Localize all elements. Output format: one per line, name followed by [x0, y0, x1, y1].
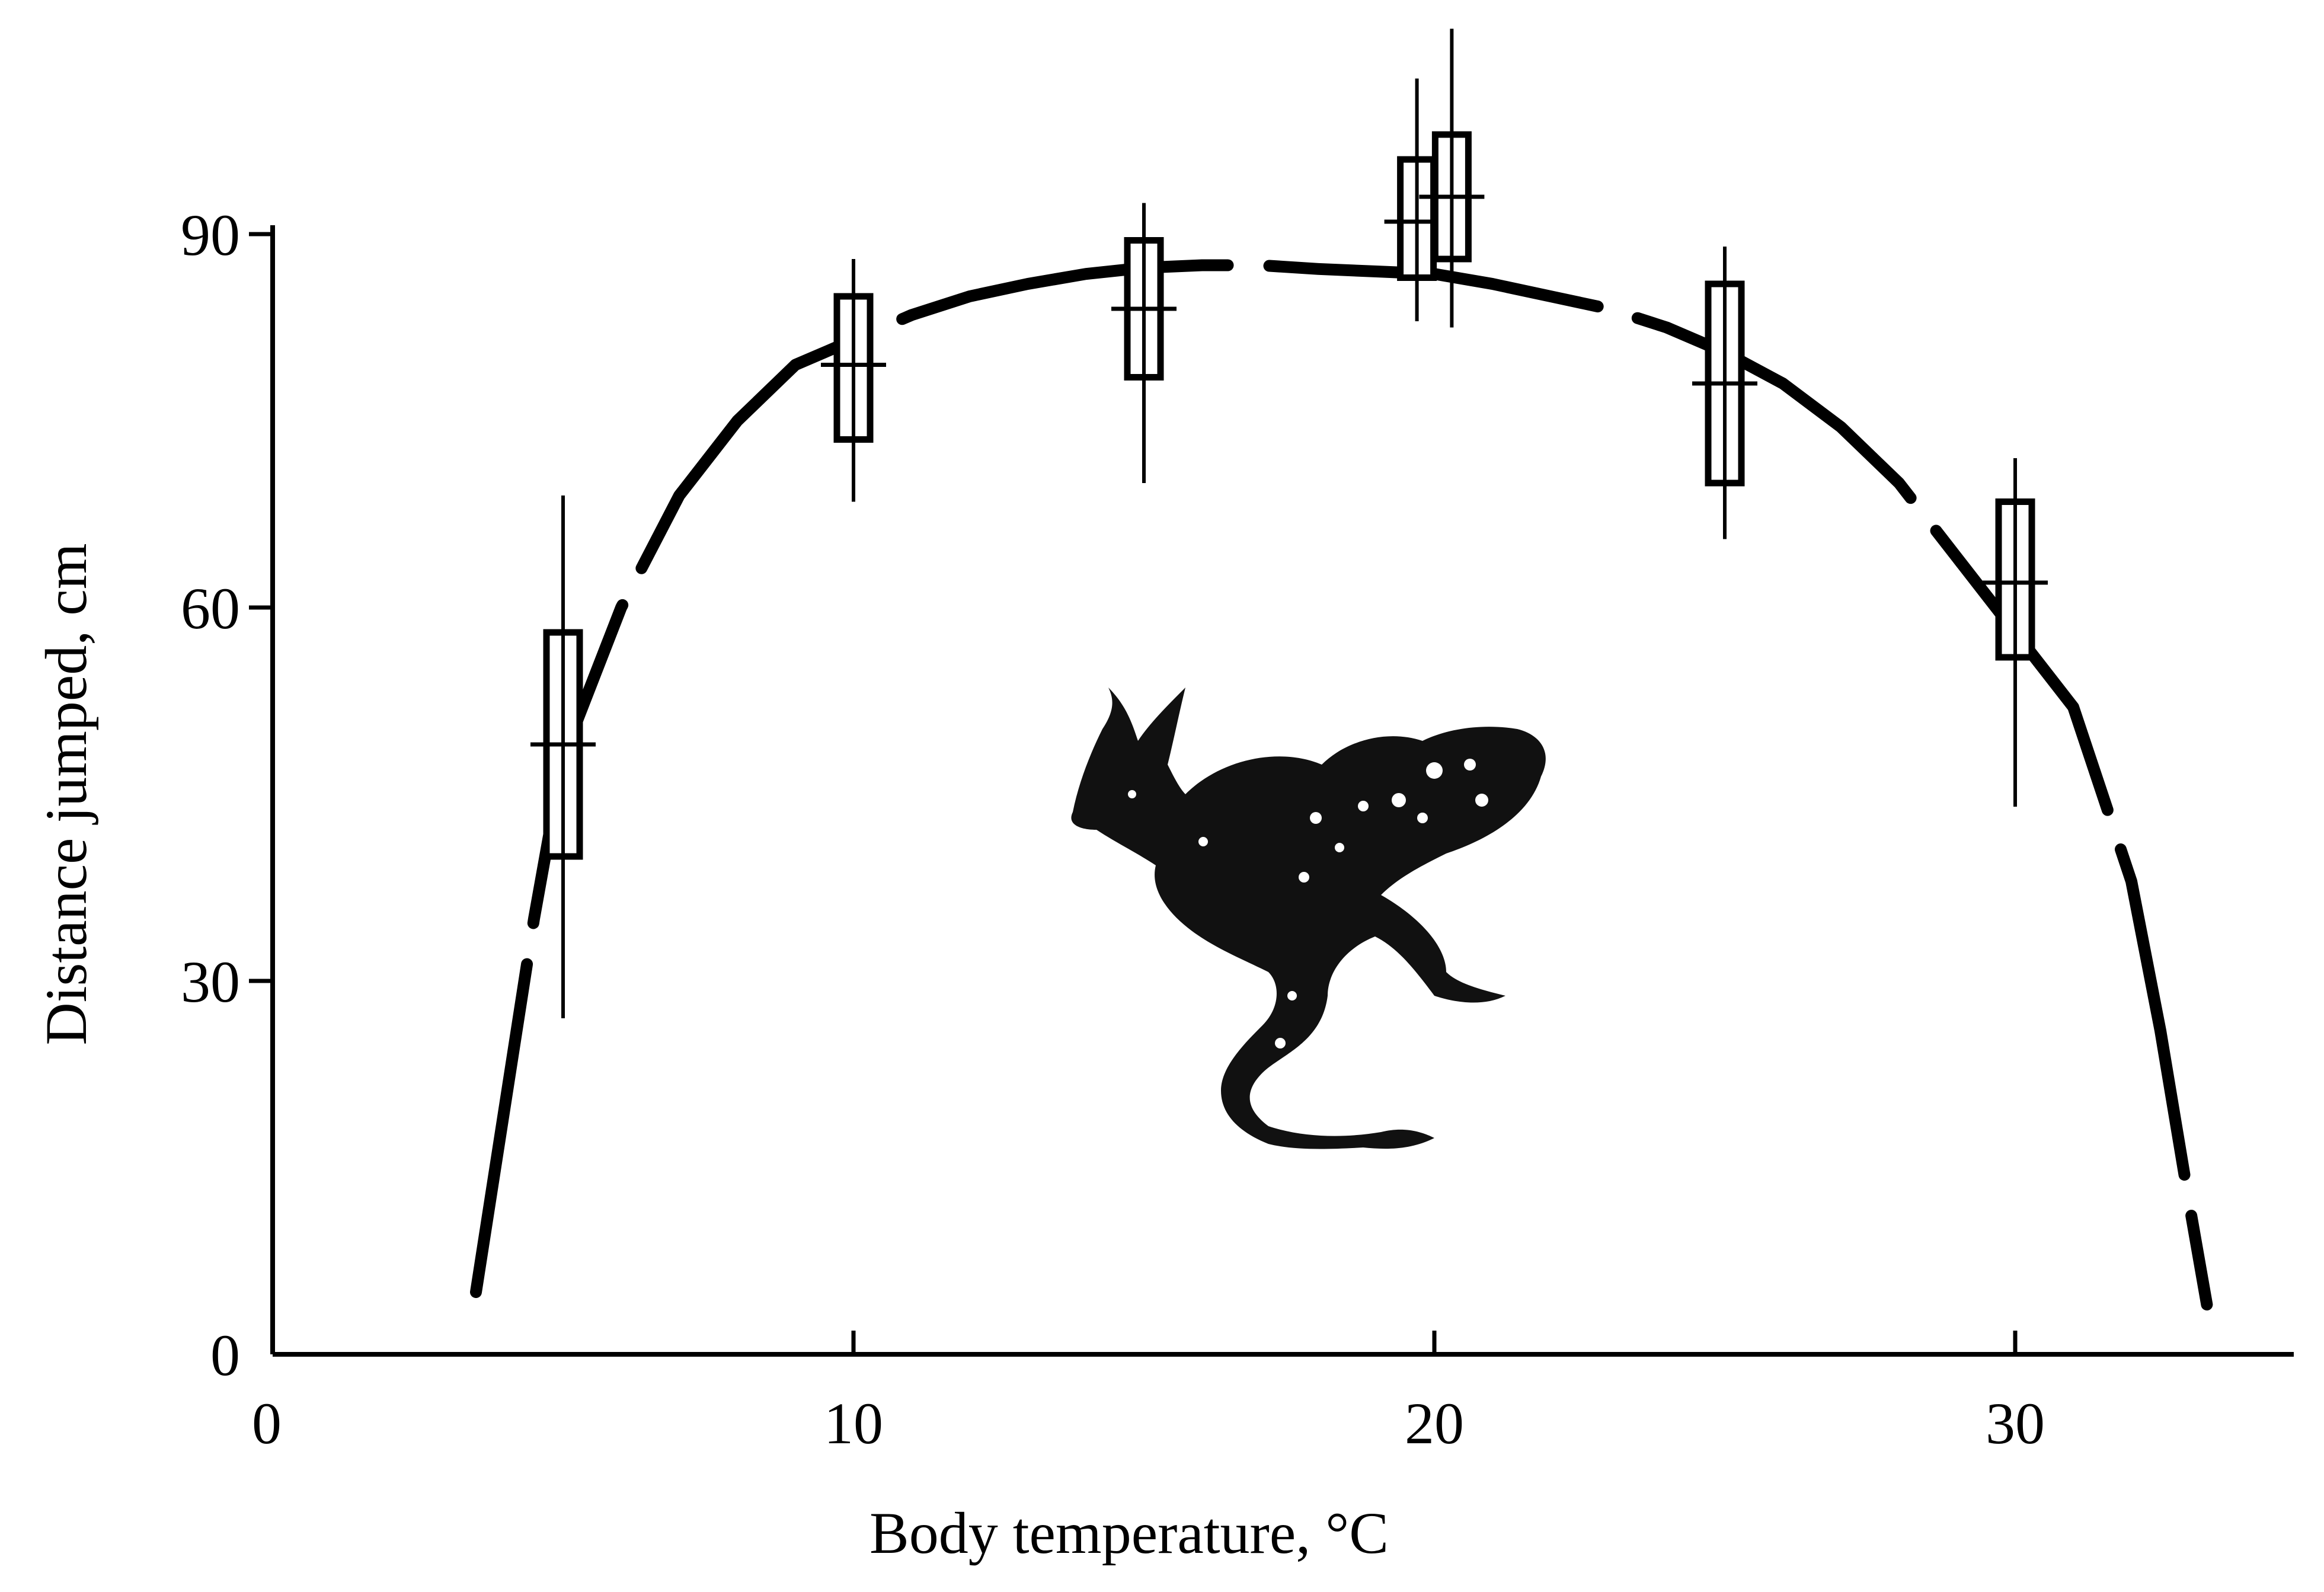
x-tick-label: 20 [1405, 1390, 1464, 1456]
fitted-curve-line [470, 259, 2213, 1310]
frog-body [1071, 688, 1546, 1149]
box-plot-group [1419, 28, 1485, 328]
y-tick-label: 30 [181, 949, 240, 1015]
frog-illustration [1071, 688, 1546, 1149]
y-axis-label: Distance jumped, cm [33, 544, 99, 1046]
x-tick-label: 10 [824, 1390, 883, 1456]
y-tick-label: 60 [181, 576, 240, 641]
frog-spots [1128, 759, 1488, 1136]
x-axis-label: Body temperature, °C [869, 1500, 1389, 1566]
x-tick-label: 30 [1986, 1390, 2045, 1456]
y-tick-label: 0 [210, 1322, 240, 1388]
box-plot-group [1692, 247, 1757, 539]
box-plot-group [1111, 203, 1177, 483]
axes: 0 10 20 30 0 30 60 90 Body temperature, °C Distan… [33, 202, 2294, 1566]
y-tick-label: 90 [181, 202, 240, 268]
box-plots [530, 28, 2048, 1018]
box-plot-group [530, 495, 596, 1018]
x-tick-label: 0 [252, 1390, 282, 1456]
box-plot-group [1983, 458, 2048, 807]
box-plot-group [821, 259, 886, 502]
fitted-curve [470, 259, 2213, 1310]
